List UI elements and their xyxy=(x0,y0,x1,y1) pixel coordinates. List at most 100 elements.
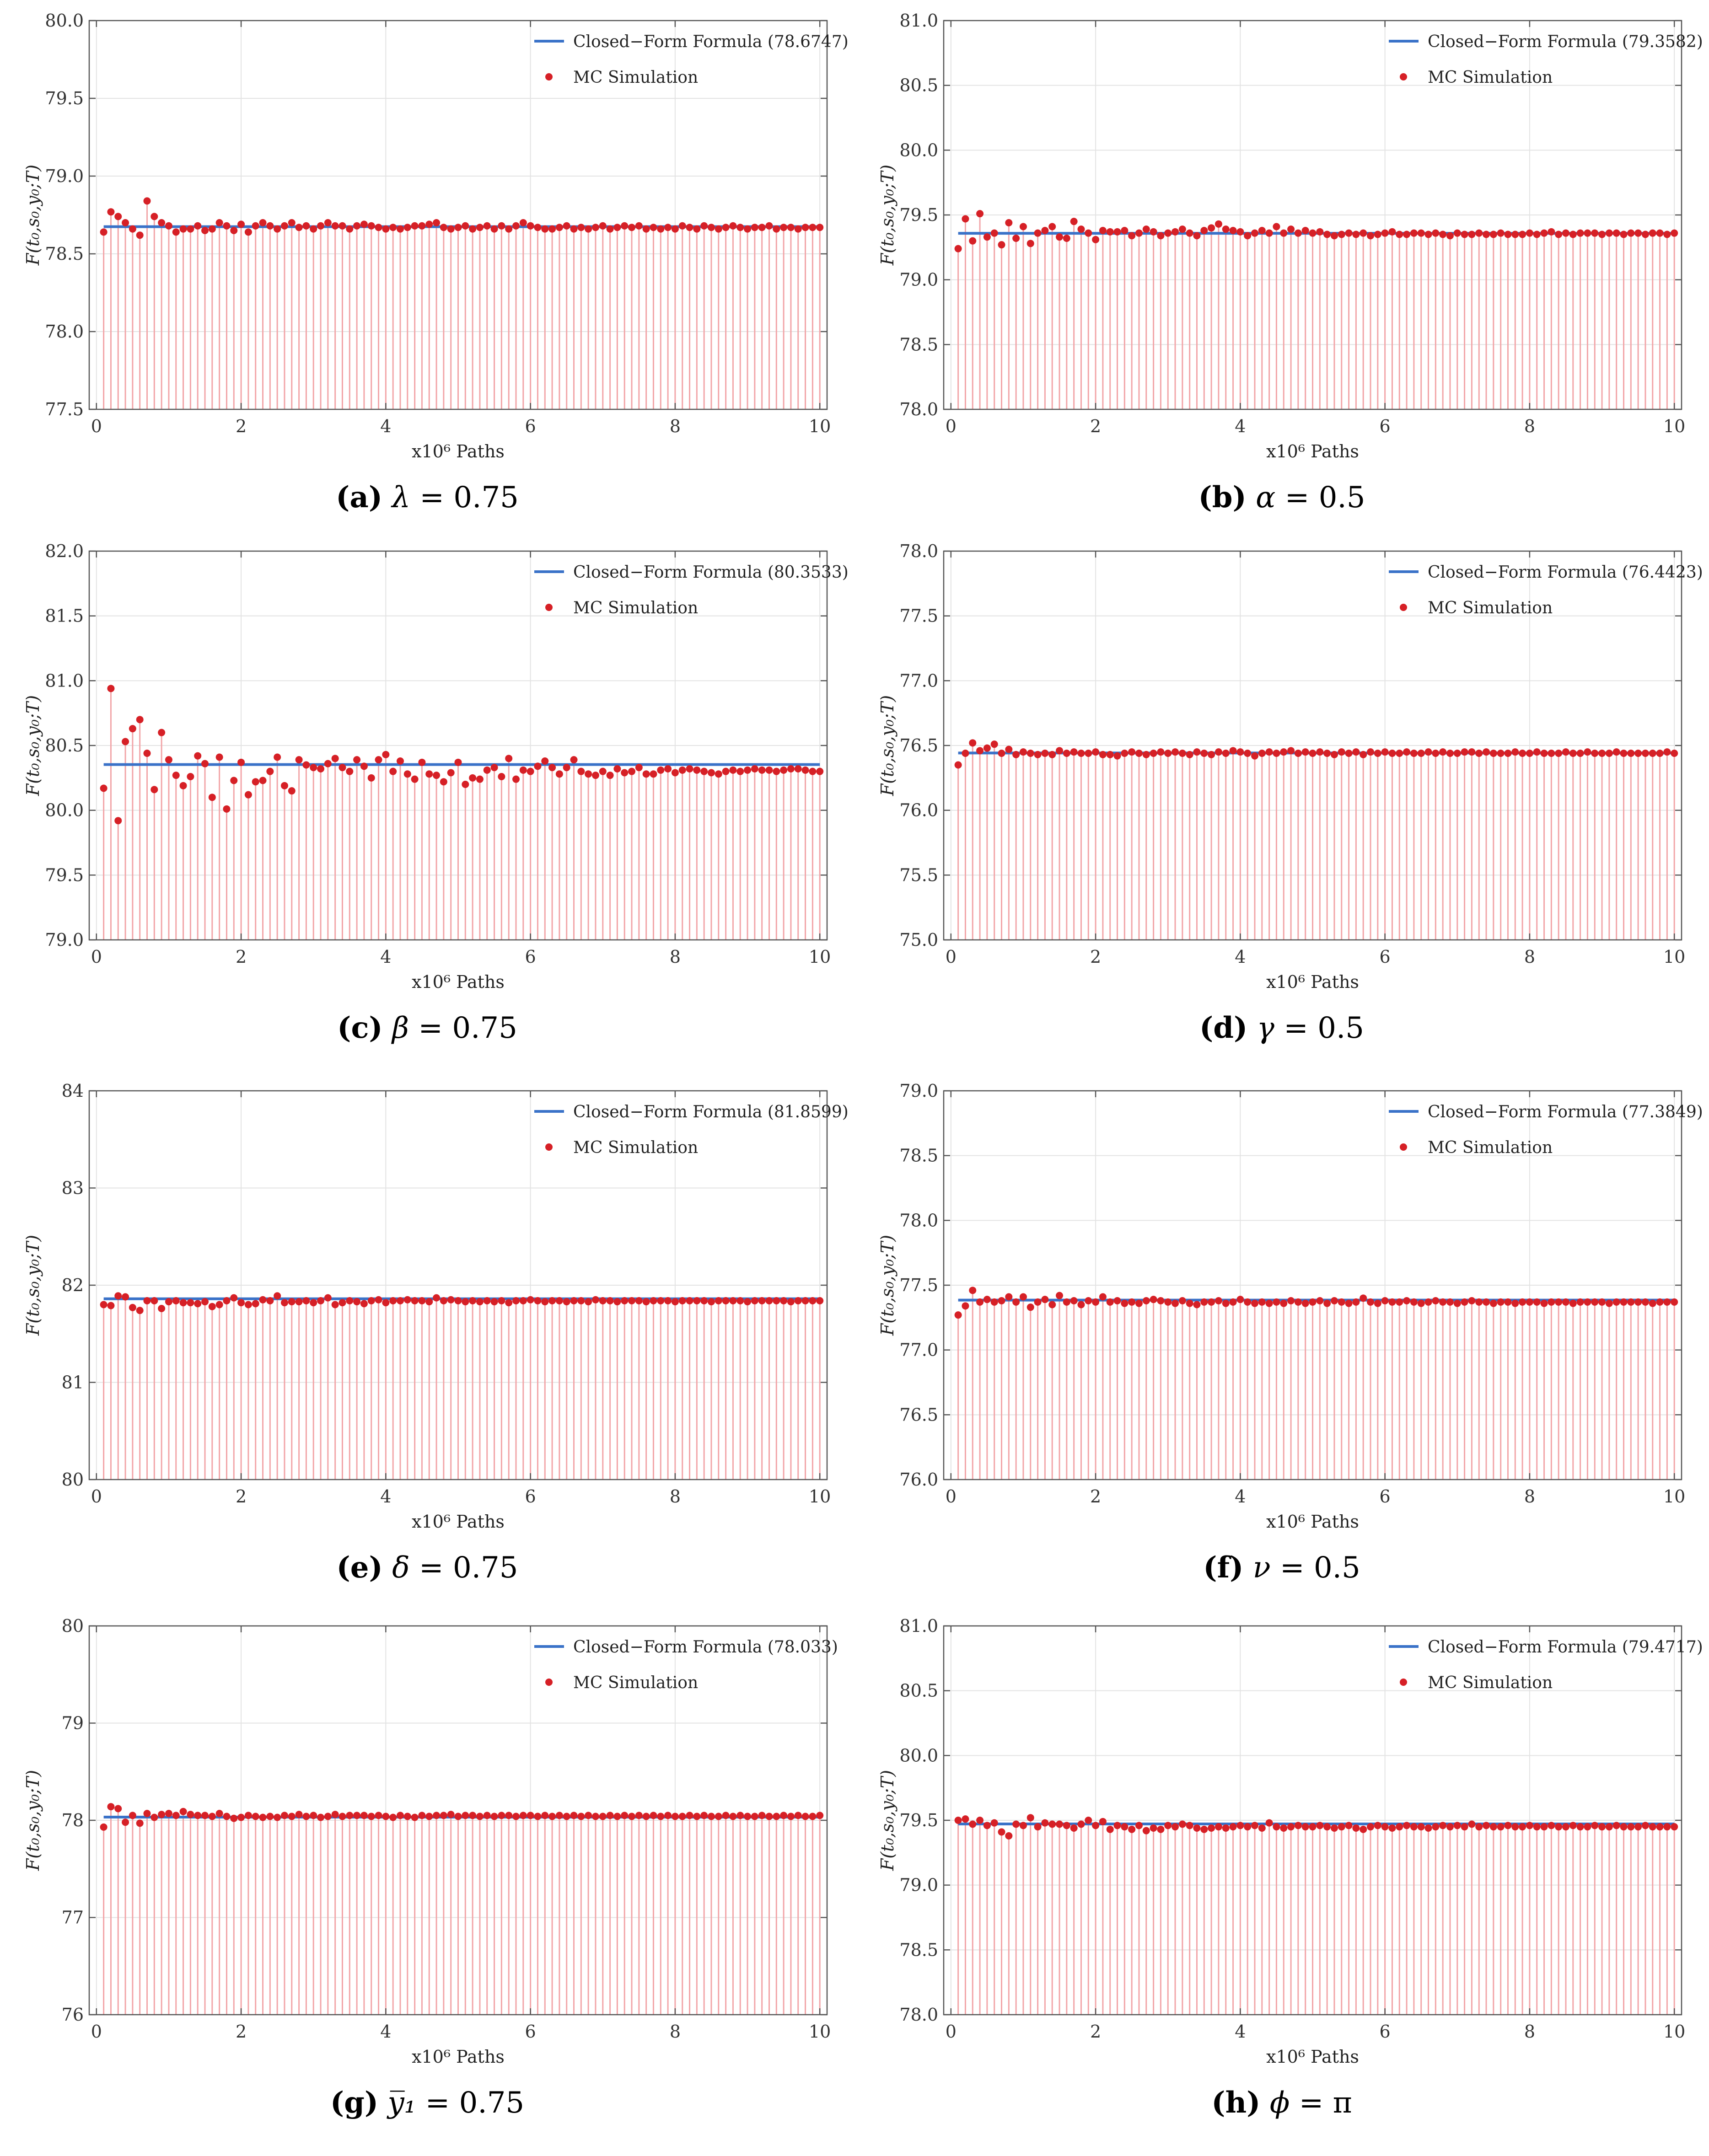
mc-point xyxy=(411,775,419,783)
y-tick-label: 76 xyxy=(62,2005,84,2025)
caption-h: (h) ϕ = π xyxy=(854,2086,1709,2120)
mc-point xyxy=(310,225,317,233)
mc-point xyxy=(1555,1823,1563,1831)
mc-point xyxy=(1157,748,1165,756)
mc-point xyxy=(591,224,599,231)
mc-point xyxy=(577,1813,585,1820)
mc-point xyxy=(591,772,599,779)
mc-point xyxy=(339,222,346,230)
mc-point xyxy=(577,224,585,231)
mc-point xyxy=(1026,1814,1034,1822)
mc-point xyxy=(1483,231,1490,238)
y-tick-label: 77 xyxy=(62,1908,84,1928)
mc-point xyxy=(1128,748,1136,756)
mc-point xyxy=(237,1299,245,1307)
mc-point xyxy=(433,772,441,779)
y-tick-label: 80.0 xyxy=(899,140,938,160)
mc-point xyxy=(744,1813,752,1820)
chart-h: 0 2 4 6 8 10 78.0 78.5 79.0 79.5 80.0 80.5 81.0 x10⁶ … xyxy=(877,1616,1703,2067)
mc-point xyxy=(462,222,469,230)
legend-point-swatch xyxy=(545,1679,553,1686)
mc-point xyxy=(483,1297,491,1304)
mc-point xyxy=(179,782,187,789)
mc-point xyxy=(1584,1823,1591,1831)
mc-point xyxy=(1222,750,1230,757)
legend-point-swatch xyxy=(545,604,553,611)
mc-point xyxy=(1301,748,1309,756)
mc-point xyxy=(280,782,288,789)
mc-point xyxy=(1294,1822,1302,1829)
mc-point xyxy=(1150,1296,1157,1303)
legend-mc-label: MC Simulation xyxy=(573,1138,698,1157)
mc-point xyxy=(476,1298,484,1306)
mc-point xyxy=(244,791,252,799)
mc-point xyxy=(317,1297,325,1304)
mc-point xyxy=(1222,225,1230,233)
mc-point xyxy=(114,1805,122,1813)
mc-point xyxy=(136,1819,144,1827)
mc-point xyxy=(707,224,715,231)
x-tick-label: 2 xyxy=(236,2022,247,2042)
mc-point xyxy=(346,1812,354,1819)
mc-point xyxy=(165,1810,172,1818)
x-tick-label: 4 xyxy=(380,947,391,967)
mc-point xyxy=(1548,1298,1555,1306)
y-tick-label: 77.0 xyxy=(899,1340,938,1360)
mc-point xyxy=(498,222,505,230)
mc-point xyxy=(1208,1298,1215,1306)
mc-point xyxy=(1113,1822,1121,1829)
mc-point xyxy=(165,756,172,764)
mc-point xyxy=(1432,750,1440,757)
mc-point xyxy=(1424,1824,1432,1832)
x-tick-label: 6 xyxy=(1380,2022,1391,2042)
mc-point xyxy=(1432,229,1440,237)
mc-point xyxy=(266,1297,274,1304)
mc-point xyxy=(100,1301,107,1309)
mc-point xyxy=(1598,231,1606,238)
mc-point xyxy=(1135,1822,1143,1829)
mc-point xyxy=(621,222,629,230)
mc-point xyxy=(433,1812,441,1819)
mc-point xyxy=(1410,229,1418,237)
mc-point xyxy=(194,1812,202,1819)
mc-point xyxy=(1540,229,1548,237)
mc-point xyxy=(1070,1297,1078,1304)
y-tick-label: 78.5 xyxy=(45,244,84,264)
mc-point xyxy=(1533,748,1541,756)
mc-point xyxy=(1041,750,1049,757)
mc-point xyxy=(367,222,375,230)
mc-point xyxy=(259,1813,267,1821)
mc-point xyxy=(1663,1298,1671,1306)
mc-point xyxy=(1591,229,1599,237)
mc-point xyxy=(1649,1299,1656,1307)
mc-point xyxy=(787,1298,795,1306)
legend-closed-form-label: Closed−Form Formula (81.8599) xyxy=(573,1103,849,1121)
mc-point xyxy=(809,224,817,231)
legend-closed-form-label: Closed−Form Formula (79.3582) xyxy=(1428,32,1703,51)
mc-point xyxy=(107,1803,115,1811)
caption-value: = 0.5 xyxy=(1284,1011,1364,1045)
mc-point xyxy=(519,219,527,226)
mc-point xyxy=(179,1299,187,1307)
mc-point xyxy=(1388,1298,1396,1306)
mc-point xyxy=(1178,1297,1186,1304)
chart-a: 0 2 4 6 8 10 77.5 78.0 78.5 79.0 79.5 80.0 x10⁶ Path… xyxy=(23,11,849,461)
mc-point xyxy=(1258,750,1266,757)
mc-point xyxy=(403,1296,411,1303)
mc-point xyxy=(1200,1825,1208,1833)
mc-point xyxy=(678,1297,686,1304)
mc-point xyxy=(353,222,361,230)
mc-point xyxy=(1330,751,1338,758)
mc-point xyxy=(223,1297,231,1304)
mc-point xyxy=(1367,1298,1375,1306)
mc-point xyxy=(1504,231,1512,238)
y-tick-label: 79.5 xyxy=(45,865,84,885)
mc-point xyxy=(129,225,136,233)
y-tick-label: 78 xyxy=(62,1810,84,1830)
mc-point xyxy=(1316,748,1324,756)
mc-point xyxy=(621,769,629,777)
x-tick-label: 10 xyxy=(1663,947,1685,967)
mc-point xyxy=(990,229,998,237)
x-tick-label: 0 xyxy=(946,2022,957,2042)
mc-point xyxy=(1468,1820,1476,1828)
